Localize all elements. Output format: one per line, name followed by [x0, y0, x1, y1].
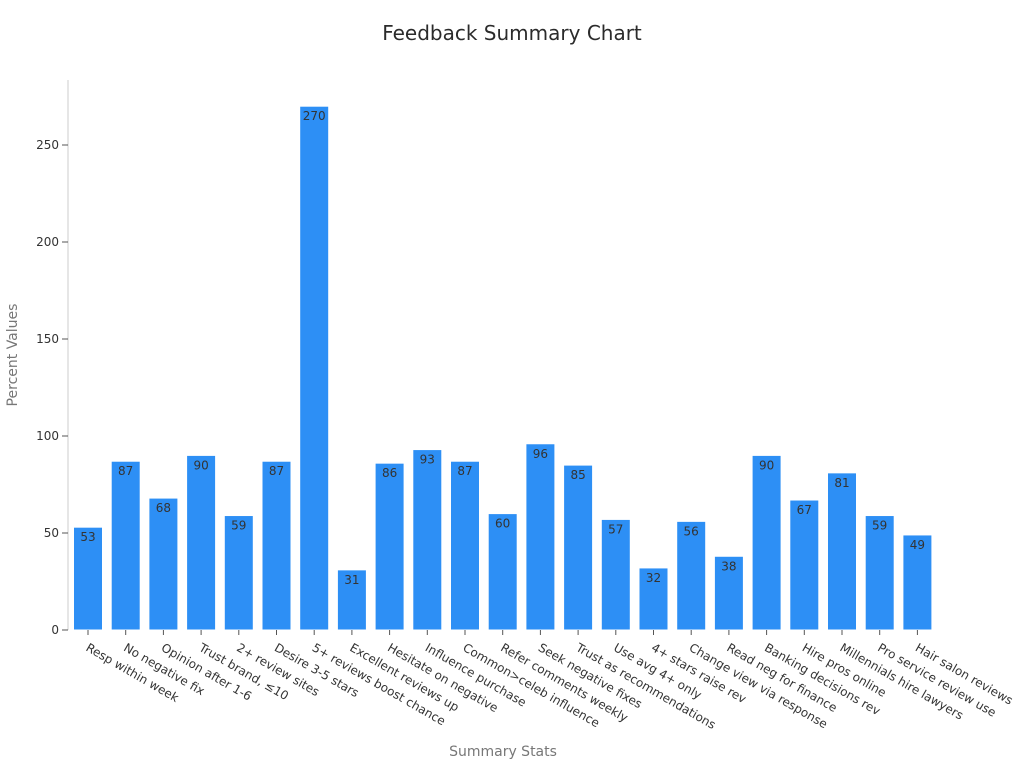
bar — [261, 460, 292, 631]
bar — [563, 464, 594, 631]
bar — [487, 513, 518, 631]
bar-value-label: 90 — [759, 458, 774, 472]
bar-value-label: 87 — [118, 464, 133, 478]
bar-value-label: 87 — [269, 464, 284, 478]
bar-value-label: 49 — [910, 538, 925, 552]
bar — [902, 534, 933, 631]
bar — [110, 460, 141, 631]
bar — [186, 454, 217, 631]
bar-value-label: 56 — [684, 524, 699, 538]
bar-value-label: 270 — [303, 109, 326, 123]
y-axis-ticks: 0 50 100 150 200 250 — [36, 138, 68, 637]
bar — [374, 462, 405, 631]
bar-value-label: 67 — [797, 503, 812, 517]
y-tick-label: 50 — [44, 526, 59, 540]
bar — [789, 499, 820, 631]
bar-value-label: 60 — [495, 517, 510, 531]
bar — [600, 518, 631, 631]
bar-value-label: 53 — [80, 530, 95, 544]
bars-group — [73, 105, 933, 631]
bar — [864, 515, 895, 631]
bar — [336, 569, 367, 631]
bar — [148, 497, 179, 631]
bar-value-label: 59 — [872, 519, 887, 533]
bar-value-label: 81 — [834, 476, 849, 490]
bar-value-label: 96 — [533, 447, 548, 461]
bar-value-label: 68 — [156, 501, 171, 515]
bar-value-label: 32 — [646, 571, 661, 585]
bar — [751, 454, 782, 631]
bar-labels-group: 53 87 68 90 59 87 270 31 86 93 87 60 96 85 57 32 56 38 90 6… — [80, 109, 925, 587]
bar — [525, 443, 556, 631]
bar-value-label: 85 — [570, 468, 585, 482]
bar — [299, 105, 330, 631]
bar — [223, 515, 254, 631]
chart-title: Feedback Summary Chart — [382, 21, 642, 45]
y-tick-label: 150 — [36, 332, 59, 346]
bar-value-label: 93 — [420, 453, 435, 467]
bar — [676, 520, 707, 631]
bar-value-label: 87 — [457, 464, 472, 478]
bar-value-label: 57 — [608, 522, 623, 536]
y-tick-label: 250 — [36, 138, 59, 152]
bar-value-label: 86 — [382, 466, 397, 480]
bar-value-label: 38 — [721, 559, 736, 573]
bar — [450, 460, 480, 631]
y-tick-label: 100 — [36, 429, 59, 443]
bar-value-label: 31 — [344, 573, 359, 587]
x-axis-title: Summary Stats — [449, 744, 557, 760]
bar-value-label: 59 — [231, 519, 246, 533]
bar — [412, 449, 443, 631]
bar-value-label: 90 — [193, 458, 208, 472]
bar — [827, 472, 857, 631]
y-axis-title: Percent Values — [5, 304, 21, 407]
y-tick-label: 200 — [36, 235, 59, 249]
y-tick-label: 0 — [51, 623, 59, 637]
bar — [713, 555, 744, 631]
